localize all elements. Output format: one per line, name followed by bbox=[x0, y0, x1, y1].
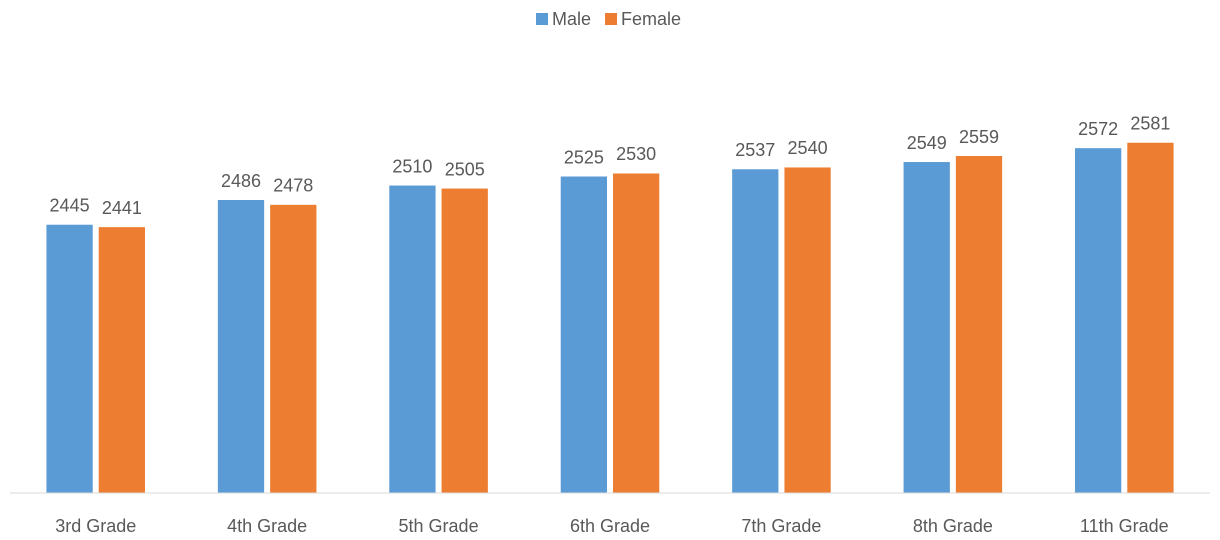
bar bbox=[560, 176, 607, 493]
data-label: 2486 bbox=[221, 171, 261, 191]
x-tick-label: 6th Grade bbox=[570, 516, 650, 536]
x-tick-label: 11th Grade bbox=[1080, 516, 1169, 536]
bar bbox=[784, 167, 831, 493]
x-tick-label: 7th Grade bbox=[741, 516, 821, 536]
bar bbox=[217, 200, 265, 494]
data-label: 2478 bbox=[273, 176, 313, 196]
bar bbox=[732, 169, 779, 493]
bar bbox=[903, 162, 950, 493]
x-tick-label: 4th Grade bbox=[227, 516, 307, 536]
data-label: 2572 bbox=[1078, 119, 1118, 139]
bar bbox=[389, 185, 436, 494]
data-label: 2505 bbox=[445, 159, 485, 179]
data-label: 2530 bbox=[616, 144, 656, 164]
legend-label: Female bbox=[621, 9, 681, 29]
data-label: 2525 bbox=[564, 147, 604, 167]
data-label: 2510 bbox=[392, 156, 432, 176]
legend-swatch bbox=[536, 13, 548, 25]
bar bbox=[613, 173, 660, 493]
bar bbox=[1075, 148, 1122, 493]
data-label: 2549 bbox=[907, 133, 947, 153]
legend-swatch bbox=[605, 13, 618, 25]
x-tick-label: 5th Grade bbox=[399, 516, 479, 536]
data-label: 2581 bbox=[1130, 113, 1170, 133]
bar bbox=[1127, 142, 1174, 494]
data-label: 2445 bbox=[50, 195, 90, 215]
x-tick-label: 3rd Grade bbox=[55, 516, 136, 536]
bar bbox=[955, 156, 1003, 493]
data-label: 2559 bbox=[959, 127, 999, 147]
bar bbox=[46, 224, 93, 493]
data-label: 2537 bbox=[735, 140, 775, 160]
legend-label: Male bbox=[552, 9, 591, 29]
data-label: 2441 bbox=[102, 198, 142, 218]
bar bbox=[270, 204, 317, 493]
bar bbox=[441, 188, 488, 494]
data-label: 2540 bbox=[788, 138, 828, 158]
bar bbox=[98, 227, 145, 493]
x-tick-label: 8th Grade bbox=[913, 516, 993, 536]
